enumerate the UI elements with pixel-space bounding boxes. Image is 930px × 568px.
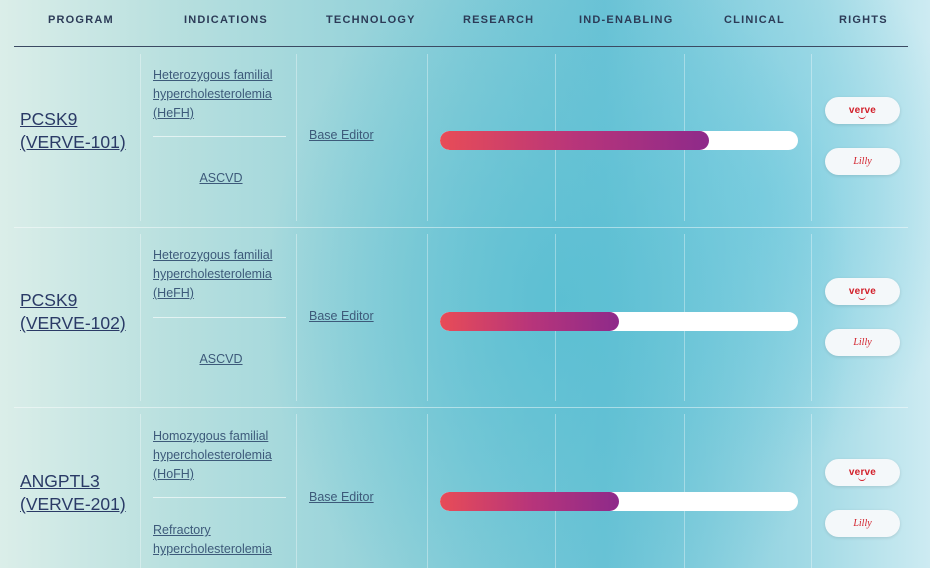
- program-target: PCSK9: [20, 290, 78, 310]
- column-header-research: RESEARCH: [463, 14, 535, 26]
- program-target: PCSK9: [20, 109, 78, 129]
- program-row: ANGPTL3 (VERVE-201) Homozygous familial …: [14, 408, 908, 568]
- indication-link[interactable]: Homozygous familial hypercholesterolemia…: [153, 429, 272, 481]
- progress-track: [440, 312, 798, 331]
- indication-link[interactable]: Heterozygous familial hypercholesterolem…: [153, 68, 273, 120]
- program-target: ANGPTL3: [20, 471, 100, 491]
- program-code: (VERVE-102): [20, 313, 126, 333]
- rights-badge-lilly[interactable]: Lilly: [825, 329, 900, 356]
- program-link[interactable]: PCSK9 (VERVE-102): [20, 289, 126, 335]
- lilly-logo: Lilly: [853, 337, 872, 348]
- verve-logo: verve: [848, 286, 877, 300]
- rights-badge-verve[interactable]: verve: [825, 97, 900, 124]
- indication-divider: [153, 497, 286, 498]
- table-header: PROGRAM INDICATIONS TECHNOLOGY RESEARCH …: [14, 0, 908, 47]
- rights-badge-lilly[interactable]: Lilly: [825, 148, 900, 175]
- lilly-logo: Lilly: [853, 518, 872, 529]
- column-header-indications: INDICATIONS: [184, 14, 268, 26]
- progress-fill: [440, 131, 709, 150]
- program-row: PCSK9 (VERVE-101) Heterozygous familial …: [14, 48, 908, 228]
- rights-badge-lilly[interactable]: Lilly: [825, 510, 900, 537]
- program-link[interactable]: ANGPTL3 (VERVE-201): [20, 470, 126, 516]
- technology-link[interactable]: Base Editor: [309, 490, 374, 504]
- program-code: (VERVE-101): [20, 132, 126, 152]
- verve-logo: verve: [848, 467, 877, 481]
- rights-badge-verve[interactable]: verve: [825, 459, 900, 486]
- program-row: PCSK9 (VERVE-102) Heterozygous familial …: [14, 228, 908, 408]
- progress-fill: [440, 312, 619, 331]
- technology-link[interactable]: Base Editor: [309, 309, 374, 323]
- lilly-logo: Lilly: [853, 156, 872, 167]
- indication-divider: [153, 136, 286, 137]
- verve-logo: verve: [848, 105, 877, 119]
- program-code: (VERVE-201): [20, 494, 126, 514]
- program-link[interactable]: PCSK9 (VERVE-101): [20, 108, 126, 154]
- column-header-technology: TECHNOLOGY: [326, 14, 416, 26]
- indication-link[interactable]: Heterozygous familial hypercholesterolem…: [153, 248, 273, 300]
- indication-link[interactable]: Refractory hypercholesterolemia: [153, 523, 272, 556]
- progress-fill: [440, 492, 619, 511]
- column-header-rights: RIGHTS: [839, 14, 888, 26]
- technology-link[interactable]: Base Editor: [309, 128, 374, 142]
- progress-track: [440, 492, 798, 511]
- column-header-ind-enabling: IND-ENABLING: [579, 14, 674, 26]
- indication-link[interactable]: ASCVD: [199, 171, 243, 185]
- progress-track: [440, 131, 798, 150]
- rights-badge-verve[interactable]: verve: [825, 278, 900, 305]
- indication-divider: [153, 317, 286, 318]
- column-header-clinical: CLINICAL: [724, 14, 785, 26]
- column-header-program: PROGRAM: [48, 14, 114, 26]
- indication-link[interactable]: ASCVD: [199, 352, 243, 366]
